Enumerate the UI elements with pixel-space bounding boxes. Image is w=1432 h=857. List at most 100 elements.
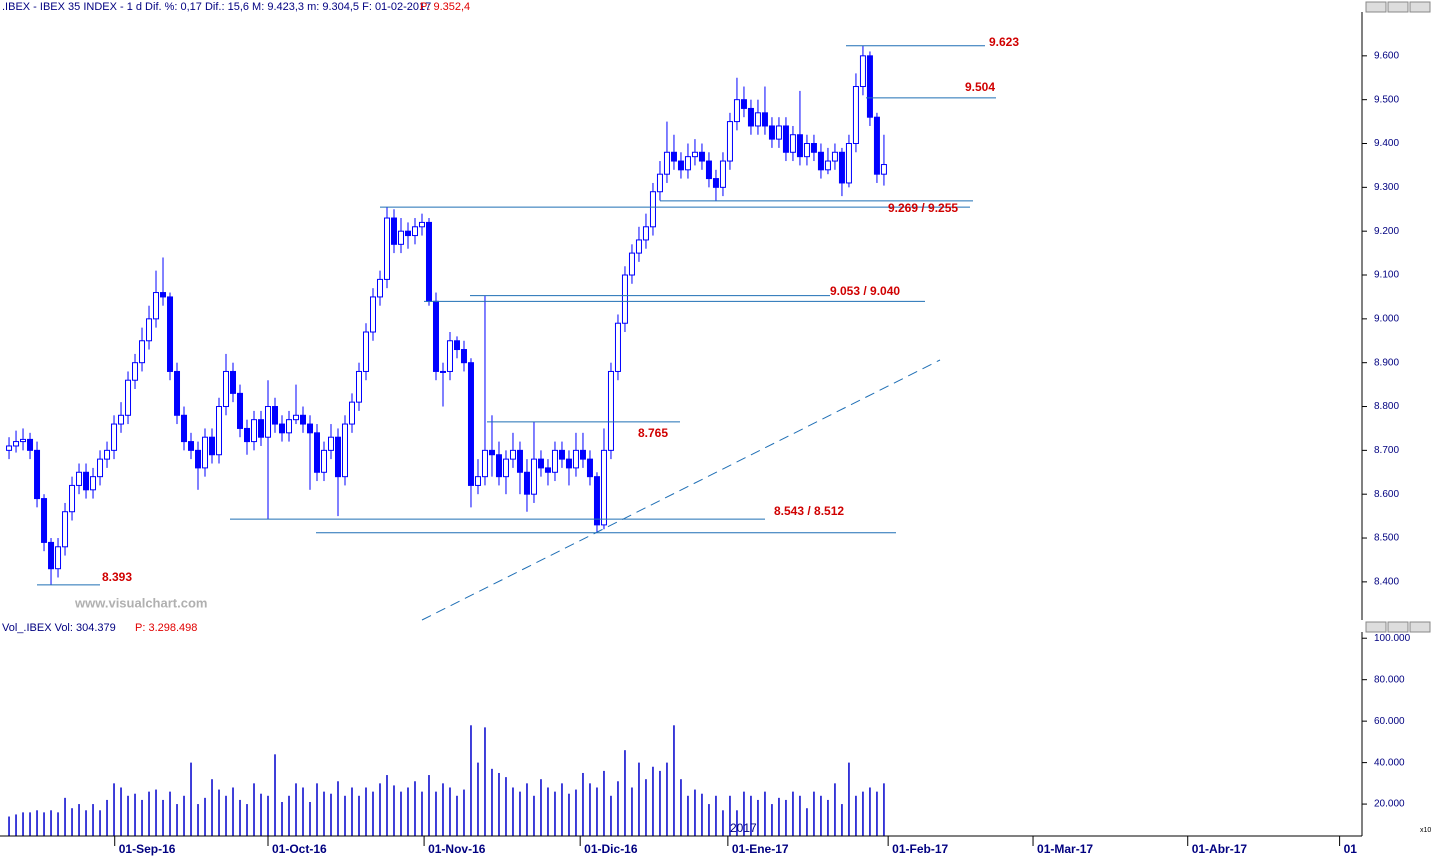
- volume-bar: [799, 795, 801, 836]
- button[interactable]: [1409, 1, 1431, 13]
- candle-body: [453, 340, 460, 351]
- candle-body: [425, 221, 432, 302]
- candle-body: [684, 156, 691, 171]
- candle-body: [600, 449, 607, 526]
- candle-body: [132, 362, 139, 381]
- y-tick-label: 80.000: [1374, 674, 1405, 685]
- volume-bar: [253, 783, 255, 836]
- volume-bar: [883, 783, 885, 836]
- volume-bar: [113, 783, 115, 836]
- y-tick-label: 9.600: [1374, 50, 1399, 61]
- volume-bar: [351, 787, 353, 836]
- button[interactable]: [1365, 621, 1387, 633]
- candle-body: [824, 160, 831, 171]
- candle-body: [369, 296, 376, 333]
- volume-bar: [855, 795, 857, 836]
- candle-body: [320, 449, 327, 473]
- candle-body: [880, 164, 887, 175]
- y-tick-label: 8.600: [1374, 489, 1399, 500]
- volume-bar: [701, 793, 703, 836]
- candle-body: [174, 370, 181, 416]
- volume-bar: [421, 791, 423, 836]
- x-tick-label: 01-Nov-16: [428, 842, 486, 856]
- candle-body: [362, 331, 369, 372]
- candle-body: [27, 438, 34, 451]
- volume-bar: [575, 789, 577, 836]
- volume-bar: [694, 789, 696, 836]
- candle-body: [831, 151, 838, 162]
- candle-body: [446, 340, 453, 372]
- volume-bar: [708, 804, 710, 836]
- candle-body: [188, 441, 195, 451]
- volume-bar: [57, 812, 59, 836]
- candle-body: [286, 419, 293, 434]
- volume-bar: [729, 795, 731, 836]
- volume-bar: [813, 791, 815, 836]
- candle-body: [34, 449, 41, 500]
- candle-body: [663, 151, 670, 175]
- button[interactable]: [1409, 621, 1431, 633]
- volume-bar: [134, 793, 136, 836]
- candle-body: [649, 191, 656, 228]
- candle-body: [502, 458, 509, 478]
- candle-body: [516, 449, 523, 473]
- candle-body: [62, 511, 69, 548]
- candle-body: [195, 449, 202, 469]
- volume-bar: [834, 783, 836, 836]
- volume-bar: [288, 795, 290, 836]
- candle-body: [376, 278, 383, 298]
- candle-body: [327, 436, 334, 451]
- volume-bar: [736, 810, 738, 836]
- volume-bar: [806, 808, 808, 836]
- candle-body: [817, 151, 824, 171]
- candle-body: [593, 476, 600, 526]
- y-tick-label: 8.800: [1374, 401, 1399, 412]
- candle-body: [838, 151, 845, 184]
- volume-bar: [281, 802, 283, 836]
- candle-body: [125, 379, 132, 416]
- watermark: www.visualchart.com: [74, 595, 207, 610]
- volume-bar: [785, 799, 787, 836]
- y-tick-label: 9.200: [1374, 226, 1399, 237]
- volume-bar: [722, 810, 724, 836]
- x-tick-label: 01-Feb-17: [892, 842, 948, 856]
- button[interactable]: [1387, 621, 1409, 633]
- candle-body: [244, 427, 251, 443]
- candle-body: [467, 362, 474, 486]
- volume-bar: [393, 785, 395, 836]
- volume-bar: [477, 762, 479, 836]
- volume-bar: [197, 804, 199, 836]
- candle-body: [146, 318, 153, 342]
- candle-body: [341, 423, 348, 478]
- candle-body: [747, 107, 754, 127]
- x-tick-label: 01-Mar-17: [1037, 842, 1093, 856]
- y-tick-label: 9.300: [1374, 182, 1399, 193]
- button[interactable]: [1387, 1, 1409, 13]
- level-label: 9.504: [965, 80, 995, 94]
- candle-body: [48, 541, 55, 570]
- volume-bar: [372, 791, 374, 836]
- volume-bar: [631, 787, 633, 836]
- volume-bar: [218, 789, 220, 836]
- volume-bar: [302, 787, 304, 836]
- candle-body: [313, 432, 320, 473]
- candle-body: [642, 226, 649, 241]
- candle-body: [348, 401, 355, 425]
- volume-bar: [596, 787, 598, 836]
- candle-body: [41, 498, 48, 543]
- candle-body: [258, 419, 265, 438]
- y-tick-label: 9.500: [1374, 94, 1399, 105]
- candle-body: [873, 116, 880, 175]
- candle-body: [796, 134, 803, 158]
- volume-bar: [295, 783, 297, 836]
- volume-bar: [582, 772, 584, 836]
- volume-bar: [848, 762, 850, 836]
- candle-body: [677, 160, 684, 171]
- candle-body: [209, 436, 216, 456]
- volume-bar: [358, 795, 360, 836]
- volume-bar: [638, 762, 640, 836]
- candle-body: [83, 471, 90, 491]
- candle-body: [20, 438, 27, 443]
- button[interactable]: [1365, 1, 1387, 13]
- volume-bar: [680, 779, 682, 836]
